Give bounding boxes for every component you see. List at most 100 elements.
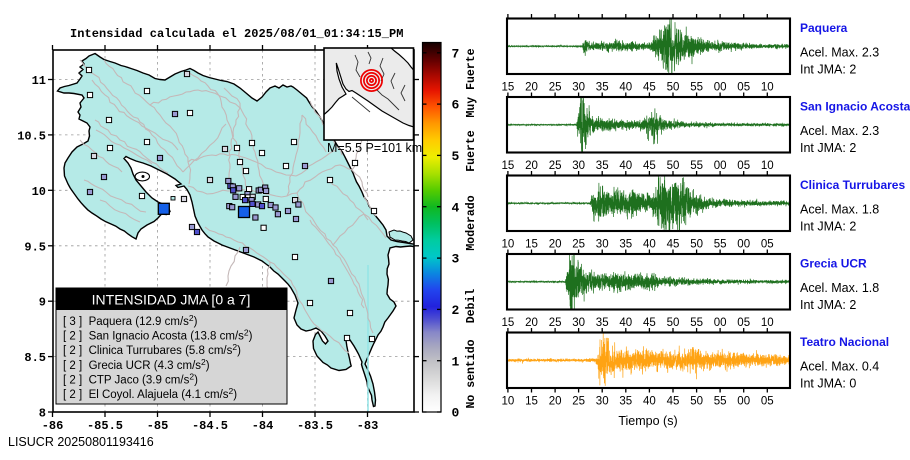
svg-text:No sentido: No sentido (465, 339, 478, 408)
svg-text:25: 25 (549, 82, 562, 94)
svg-text:10: 10 (761, 160, 774, 172)
svg-text:15: 15 (502, 317, 515, 329)
svg-text:Fuerte: Fuerte (465, 130, 478, 172)
svg-text:30: 30 (572, 317, 585, 329)
svg-text:Acel. Max. 2.3: Acel. Max. 2.3 (800, 124, 879, 138)
svg-text:10.5: 10.5 (17, 129, 46, 143)
svg-text:50: 50 (667, 160, 680, 172)
svg-text:40: 40 (643, 239, 656, 251)
svg-text:45: 45 (643, 82, 656, 94)
svg-text:-84: -84 (252, 419, 274, 433)
svg-text:4: 4 (452, 200, 460, 215)
svg-text:Intensidad calculada el 2025/0: Intensidad calculada el 2025/08/01_01:34… (70, 27, 404, 41)
svg-text:35: 35 (596, 160, 609, 172)
svg-text:Clinica Turrubares: Clinica Turrubares (800, 178, 905, 192)
svg-text:50: 50 (690, 396, 703, 408)
svg-text:10: 10 (32, 185, 46, 199)
svg-text:Int JMA: 2: Int JMA: 2 (800, 141, 856, 155)
svg-text:8: 8 (39, 407, 46, 421)
svg-text:LISUCR 20250801193416: LISUCR 20250801193416 (8, 435, 154, 449)
svg-text:05: 05 (737, 317, 750, 329)
svg-text:Acel. Max. 1.8: Acel. Max. 1.8 (800, 203, 879, 217)
svg-text:Grecia UCR: Grecia UCR (800, 257, 867, 271)
svg-text:55: 55 (690, 317, 703, 329)
svg-text:M=5.5 P=101 km: M=5.5 P=101 km (327, 141, 422, 155)
svg-text:25: 25 (572, 396, 585, 408)
svg-text:30: 30 (596, 396, 609, 408)
svg-text:45: 45 (667, 239, 680, 251)
svg-text:[ 2 ] Clinica Turrubares (5.8: [ 2 ] Clinica Turrubares (5.8 cm/s2) (63, 342, 241, 357)
svg-text:15: 15 (502, 82, 515, 94)
svg-text:20: 20 (549, 396, 562, 408)
svg-text:20: 20 (549, 239, 562, 251)
svg-text:Int JMA: 2: Int JMA: 2 (800, 298, 856, 312)
svg-text:50: 50 (667, 317, 680, 329)
svg-text:40: 40 (643, 396, 656, 408)
svg-text:00: 00 (714, 82, 727, 94)
svg-text:00: 00 (714, 317, 727, 329)
svg-text:05: 05 (737, 82, 750, 94)
svg-text:20: 20 (525, 160, 538, 172)
svg-text:35: 35 (619, 396, 632, 408)
svg-text:50: 50 (690, 239, 703, 251)
svg-text:45: 45 (667, 396, 680, 408)
svg-text:35: 35 (596, 317, 609, 329)
svg-text:15: 15 (525, 239, 538, 251)
svg-text:Acel. Max. 2.3: Acel. Max. 2.3 (800, 46, 879, 60)
svg-text:-84.5: -84.5 (192, 419, 228, 433)
svg-text:05: 05 (737, 160, 750, 172)
svg-text:1: 1 (452, 354, 460, 369)
svg-text:25: 25 (572, 239, 585, 251)
svg-text:Acel. Max. 0.4: Acel. Max. 0.4 (800, 360, 879, 374)
svg-text:Int JMA: 2: Int JMA: 2 (800, 220, 856, 234)
svg-text:7: 7 (452, 46, 460, 61)
svg-text:20: 20 (525, 82, 538, 94)
svg-text:Acel. Max. 1.8: Acel. Max. 1.8 (800, 281, 879, 295)
svg-text:00: 00 (737, 396, 750, 408)
svg-text:5: 5 (452, 149, 460, 164)
svg-text:Teatro Nacional: Teatro Nacional (800, 335, 889, 349)
svg-text:Paquera: Paquera (800, 21, 848, 35)
svg-text:[ 2 ] CTP Jaco (3.9 cm/s2): [ 2 ] CTP Jaco (3.9 cm/s2) (63, 371, 198, 386)
svg-text:30: 30 (572, 160, 585, 172)
svg-text:20: 20 (525, 317, 538, 329)
svg-text:Int JMA: 0: Int JMA: 0 (800, 377, 856, 391)
svg-text:55: 55 (714, 396, 727, 408)
svg-text:8.5: 8.5 (24, 351, 46, 365)
svg-text:35: 35 (596, 82, 609, 94)
svg-text:0: 0 (452, 406, 460, 421)
svg-text:-83.5: -83.5 (297, 419, 333, 433)
svg-text:55: 55 (714, 239, 727, 251)
svg-text:00: 00 (737, 239, 750, 251)
svg-text:Tiempo (s): Tiempo (s) (618, 414, 677, 428)
svg-text:6: 6 (452, 98, 460, 113)
svg-text:45: 45 (643, 160, 656, 172)
svg-text:Moderado: Moderado (465, 195, 478, 250)
svg-text:40: 40 (619, 317, 632, 329)
svg-text:10: 10 (761, 317, 774, 329)
svg-text:10: 10 (502, 239, 515, 251)
svg-text:40: 40 (619, 82, 632, 94)
svg-text:Int JMA: 2: Int JMA: 2 (800, 63, 856, 77)
svg-text:05: 05 (761, 239, 774, 251)
svg-text:Muy Fuerte: Muy Fuerte (465, 48, 478, 117)
svg-text:40: 40 (619, 160, 632, 172)
svg-text:11: 11 (32, 74, 46, 88)
svg-text:55: 55 (690, 82, 703, 94)
svg-text:50: 50 (667, 82, 680, 94)
svg-text:35: 35 (619, 239, 632, 251)
svg-text:05: 05 (761, 396, 774, 408)
svg-text:2: 2 (452, 303, 460, 318)
svg-text:San Ignacio Acosta: San Ignacio Acosta (800, 100, 910, 114)
svg-text:30: 30 (572, 82, 585, 94)
svg-text:00: 00 (714, 160, 727, 172)
svg-text:55: 55 (690, 160, 703, 172)
svg-text:15: 15 (525, 396, 538, 408)
svg-text:INTENSIDAD JMA [0 a 7]: INTENSIDAD JMA [0 a 7] (92, 292, 251, 308)
svg-text:45: 45 (643, 317, 656, 329)
svg-text:30: 30 (596, 239, 609, 251)
svg-text:[ 2 ] Grecia UCR (4.3 cm/s2): [ 2 ] Grecia UCR (4.3 cm/s2) (63, 357, 210, 372)
svg-text:[ 2 ] San Ignacio Acosta (13.: [ 2 ] San Ignacio Acosta (13.8 cm/s2) (63, 328, 253, 343)
svg-text:9: 9 (39, 296, 46, 310)
svg-text:[ 2 ] El Coyol. Alajuela (4.1: [ 2 ] El Coyol. Alajuela (4.1 cm/s2) (63, 386, 237, 401)
